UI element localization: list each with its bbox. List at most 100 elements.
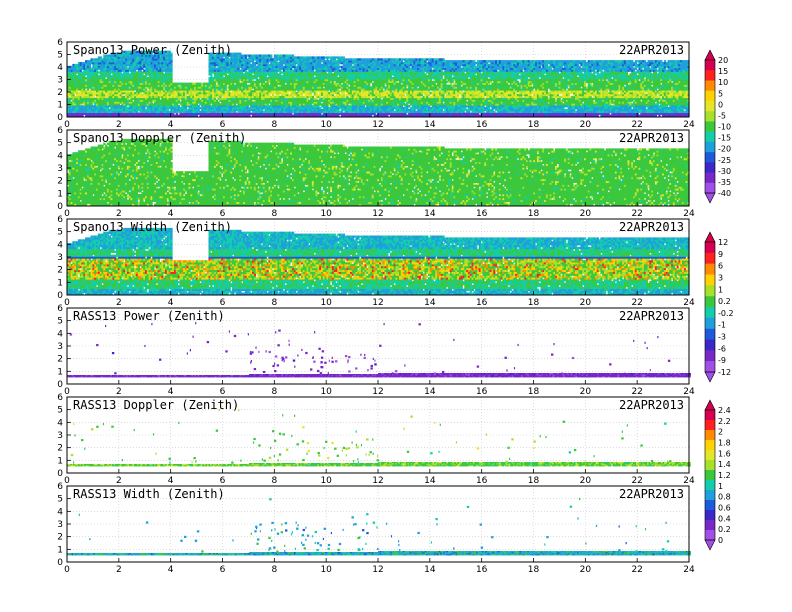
data-cell [105, 78, 108, 82]
data-cell [143, 75, 146, 78]
data-cell [119, 77, 122, 80]
data-cell [119, 63, 122, 67]
data-cell [148, 103, 151, 106]
data-cell [239, 52, 242, 55]
data-cell [125, 75, 128, 78]
data-cell [145, 108, 148, 112]
data-cell [83, 65, 86, 69]
data-cell [152, 71, 155, 74]
data-cell [126, 54, 130, 57]
data-cell [76, 97, 79, 100]
data-cell [94, 84, 97, 87]
data-cell [143, 78, 146, 82]
data-cell [77, 65, 81, 69]
data-cell [79, 97, 82, 100]
data-cell [103, 101, 106, 104]
data-cell [123, 95, 126, 99]
data-cell [143, 84, 146, 87]
data-cell [143, 110, 146, 114]
data-cell [157, 97, 160, 100]
data-cell [159, 95, 162, 99]
data-cell [143, 52, 146, 55]
data-cell [135, 75, 139, 78]
data-cell [150, 67, 153, 70]
data-cell [150, 110, 153, 114]
data-cell [155, 60, 159, 63]
data-cell [90, 88, 93, 91]
data-cell [130, 88, 133, 91]
data-cell [161, 92, 164, 95]
data-cell [154, 114, 157, 117]
data-cell [154, 63, 157, 67]
data-cell [125, 73, 128, 76]
data-cell [108, 92, 111, 95]
data-cell [128, 62, 131, 65]
data-cell [161, 62, 164, 65]
data-cell [148, 97, 151, 100]
data-cell [83, 92, 86, 95]
data-cell [134, 114, 137, 117]
data-cell [121, 107, 124, 110]
data-cell [105, 97, 108, 100]
data-cell [141, 50, 144, 53]
data-cell [150, 58, 153, 61]
data-cell [67, 112, 70, 115]
data-cell [188, 82, 191, 85]
data-cell [145, 65, 148, 69]
data-cell [101, 92, 104, 95]
data-cell [117, 69, 120, 72]
data-cell [141, 77, 144, 80]
data-cell [103, 73, 106, 76]
data-cell [141, 71, 144, 74]
data-cell [96, 88, 99, 91]
data-cell [76, 101, 79, 104]
data-cell [141, 112, 144, 115]
data-cell [128, 58, 131, 61]
data-cell [154, 90, 157, 93]
data-cell [150, 114, 153, 117]
data-cell [139, 80, 142, 84]
data-cell [114, 114, 117, 117]
data-cell [96, 112, 99, 115]
data-cell [99, 78, 102, 82]
data-cell [146, 107, 149, 110]
data-cell [87, 114, 90, 117]
data-cell [132, 112, 135, 115]
data-cell [226, 86, 229, 89]
data-cell [134, 107, 137, 110]
data-cell [70, 86, 73, 89]
data-cell [159, 90, 162, 93]
data-cell [154, 58, 157, 61]
data-cell [128, 90, 131, 93]
data-cell [87, 101, 90, 104]
data-cell [112, 112, 115, 115]
data-cell [108, 84, 111, 87]
data-cell [116, 105, 119, 108]
data-cell [150, 97, 153, 100]
data-cell [85, 103, 88, 106]
data-cell [110, 71, 113, 74]
data-cell [134, 69, 137, 72]
data-cell [157, 88, 160, 91]
data-cell [85, 78, 88, 82]
data-cell [121, 80, 124, 84]
data-cell [157, 92, 160, 95]
data-cell [126, 60, 130, 63]
data-cell [157, 60, 160, 63]
data-cell [145, 52, 148, 55]
data-cell [85, 95, 88, 99]
data-cell [83, 97, 86, 100]
data-cell [77, 92, 81, 95]
data-cell [154, 97, 157, 100]
data-cell [125, 52, 128, 55]
data-cell [116, 88, 119, 91]
data-cell [97, 62, 100, 65]
data-cell [87, 92, 90, 95]
data-cell [141, 88, 144, 91]
data-cell [130, 73, 133, 76]
data-cell [130, 82, 133, 85]
data-cell [152, 97, 155, 100]
data-cell [145, 69, 148, 72]
data-cell [130, 56, 133, 59]
data-cell [132, 50, 135, 53]
